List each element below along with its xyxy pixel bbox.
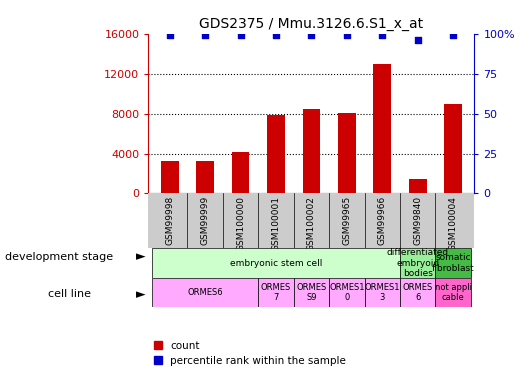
Bar	[373, 64, 391, 194]
Text: GSM100000: GSM100000	[236, 196, 245, 251]
Text: GSM100002: GSM100002	[307, 196, 316, 251]
Point	[236, 32, 245, 38]
Text: differentiated
embryoid
bodies: differentiated embryoid bodies	[386, 248, 449, 278]
Text: ORMES
S9: ORMES S9	[296, 283, 326, 302]
Bar	[232, 152, 250, 194]
Bar	[267, 115, 285, 194]
Point	[307, 32, 316, 38]
Text: not appli
cable: not appli cable	[435, 283, 472, 302]
Bar	[152, 278, 258, 308]
Point	[272, 32, 280, 38]
Bar	[400, 278, 435, 308]
Text: GSM99840: GSM99840	[413, 196, 422, 245]
Bar	[294, 278, 329, 308]
Text: GSM99966: GSM99966	[378, 196, 387, 245]
Bar	[435, 278, 471, 308]
Text: GSM99998: GSM99998	[165, 196, 174, 245]
Text: ►: ►	[136, 288, 145, 301]
Text: GSM99965: GSM99965	[342, 196, 351, 245]
Text: cell line: cell line	[48, 290, 91, 299]
Text: development stage: development stage	[5, 252, 113, 262]
Point	[165, 32, 174, 38]
Bar	[409, 180, 427, 194]
Bar	[435, 248, 471, 278]
Text: GSM100004: GSM100004	[448, 196, 457, 251]
Point	[378, 32, 386, 38]
Title: GDS2375 / Mmu.3126.6.S1_x_at: GDS2375 / Mmu.3126.6.S1_x_at	[199, 17, 423, 32]
Point	[342, 32, 351, 38]
Bar	[258, 278, 294, 308]
Text: ORMES1
3: ORMES1 3	[365, 283, 400, 302]
Text: ORMES6: ORMES6	[187, 288, 223, 297]
Bar	[161, 162, 179, 194]
Bar	[196, 162, 214, 194]
Legend: count, percentile rank within the sample: count, percentile rank within the sample	[154, 341, 346, 366]
Bar	[338, 112, 356, 194]
Bar	[444, 104, 462, 194]
Text: somatic
fibroblast: somatic fibroblast	[432, 254, 474, 273]
Point	[201, 32, 209, 38]
Point	[413, 37, 422, 43]
Text: ORMES1
0: ORMES1 0	[329, 283, 365, 302]
Text: ORMES
7: ORMES 7	[261, 283, 291, 302]
Bar	[329, 278, 365, 308]
Bar	[152, 248, 400, 278]
Text: embryonic stem cell: embryonic stem cell	[230, 258, 322, 267]
Text: ORMES
6: ORMES 6	[403, 283, 433, 302]
Bar	[400, 248, 435, 278]
Bar	[365, 278, 400, 308]
Bar	[303, 109, 320, 194]
Point	[449, 32, 457, 38]
Text: ►: ►	[136, 251, 145, 263]
Text: GSM99999: GSM99999	[200, 196, 209, 245]
Text: GSM100001: GSM100001	[271, 196, 280, 251]
